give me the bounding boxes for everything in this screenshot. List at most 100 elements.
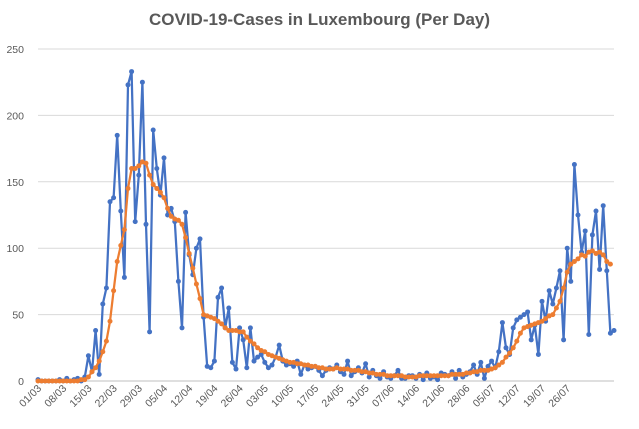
data-point-orange — [215, 318, 221, 324]
data-point-blue — [193, 245, 199, 251]
data-point-blue — [341, 371, 347, 377]
data-point-blue — [571, 162, 577, 168]
data-point-orange — [517, 330, 523, 336]
data-point-blue — [150, 127, 156, 133]
x-tick-label: 14/06 — [395, 383, 422, 410]
data-point-orange — [96, 358, 102, 364]
data-point-blue — [478, 359, 484, 365]
data-point-orange — [348, 367, 354, 373]
data-point-orange — [492, 365, 498, 371]
data-point-blue — [125, 82, 131, 88]
data-point-orange — [514, 338, 520, 344]
data-point-blue — [219, 285, 225, 291]
data-point-blue — [93, 328, 99, 334]
data-point-blue — [319, 373, 325, 379]
data-point-orange — [247, 338, 253, 344]
data-point-blue — [129, 69, 135, 75]
data-point-orange — [327, 366, 333, 372]
x-tick-label: 21/06 — [420, 383, 447, 410]
data-point-orange — [132, 166, 138, 172]
data-point-blue — [208, 365, 214, 371]
data-point-orange — [71, 378, 77, 384]
data-point-blue — [525, 309, 531, 315]
data-point-orange — [471, 369, 477, 375]
data-point-blue — [244, 365, 250, 371]
data-point-orange — [49, 378, 55, 384]
x-tick-label: 08/03 — [42, 383, 69, 410]
data-point-orange — [193, 281, 199, 287]
data-point-blue — [546, 288, 552, 294]
data-point-orange — [240, 329, 246, 335]
data-point-blue — [597, 266, 603, 272]
x-tick-label: 26/04 — [219, 383, 246, 410]
data-point-orange — [190, 265, 196, 271]
data-point-orange — [64, 378, 70, 384]
data-point-blue — [521, 312, 527, 318]
data-point-orange — [157, 189, 163, 195]
data-point-orange — [222, 325, 228, 331]
data-point-orange — [424, 373, 430, 379]
x-tick-label: 12/04 — [168, 383, 195, 410]
data-point-orange — [496, 362, 502, 368]
x-tick-label: 22/03 — [93, 383, 120, 410]
data-point-orange — [456, 371, 462, 377]
data-point-blue — [251, 358, 257, 364]
data-point-orange — [125, 185, 131, 191]
data-point-blue — [197, 236, 203, 242]
data-point-orange — [543, 316, 549, 322]
data-point-orange — [575, 256, 581, 262]
data-point-orange — [294, 361, 300, 367]
data-point-blue — [168, 205, 174, 211]
x-tick-label: 28/06 — [445, 383, 472, 410]
data-point-blue — [550, 301, 556, 307]
data-point-orange — [147, 172, 153, 178]
data-point-blue — [456, 367, 462, 373]
data-point-blue — [553, 285, 559, 291]
y-tick-label: 0 — [18, 376, 24, 388]
data-point-orange — [600, 252, 606, 258]
data-point-orange — [114, 258, 120, 264]
data-point-blue — [226, 305, 232, 311]
data-point-orange — [402, 374, 408, 380]
data-point-orange — [550, 312, 556, 318]
data-point-blue — [291, 363, 297, 369]
data-point-orange — [463, 370, 469, 376]
x-tick-label: 19/04 — [193, 383, 220, 410]
data-point-blue — [265, 365, 271, 371]
data-point-orange — [244, 334, 250, 340]
data-point-orange — [377, 371, 383, 377]
data-point-blue — [211, 358, 217, 364]
data-point-orange — [341, 366, 347, 372]
x-tick-label: 31/05 — [345, 383, 372, 410]
series-orange — [35, 159, 613, 384]
data-point-orange — [384, 373, 390, 379]
data-point-blue — [586, 332, 592, 338]
data-point-orange — [373, 371, 379, 377]
y-tick-label: 150 — [6, 177, 24, 189]
data-point-orange — [478, 367, 484, 373]
data-point-orange — [150, 181, 156, 187]
data-point-blue — [485, 363, 491, 369]
data-point-blue — [535, 351, 541, 357]
data-point-orange — [420, 373, 426, 379]
data-point-blue — [276, 342, 282, 348]
data-point-orange — [255, 345, 261, 351]
data-point-orange — [453, 371, 459, 377]
data-point-blue — [258, 351, 264, 357]
data-point-orange — [57, 378, 63, 384]
data-point-blue — [453, 375, 459, 381]
x-tick-label: 05/07 — [471, 383, 498, 410]
data-point-blue — [240, 337, 246, 343]
data-point-blue — [103, 285, 109, 291]
data-point-orange — [568, 261, 574, 267]
data-point-orange — [100, 349, 106, 355]
data-point-orange — [129, 166, 135, 172]
data-point-orange — [186, 251, 192, 257]
data-point-blue — [85, 353, 91, 359]
data-point-orange — [82, 377, 88, 383]
chart-title: COVID-19-Cases in Luxembourg (Per Day) — [148, 10, 491, 29]
data-point-orange — [154, 185, 160, 191]
data-point-orange — [366, 370, 372, 376]
data-point-blue — [348, 373, 354, 379]
data-point-blue — [517, 314, 523, 320]
